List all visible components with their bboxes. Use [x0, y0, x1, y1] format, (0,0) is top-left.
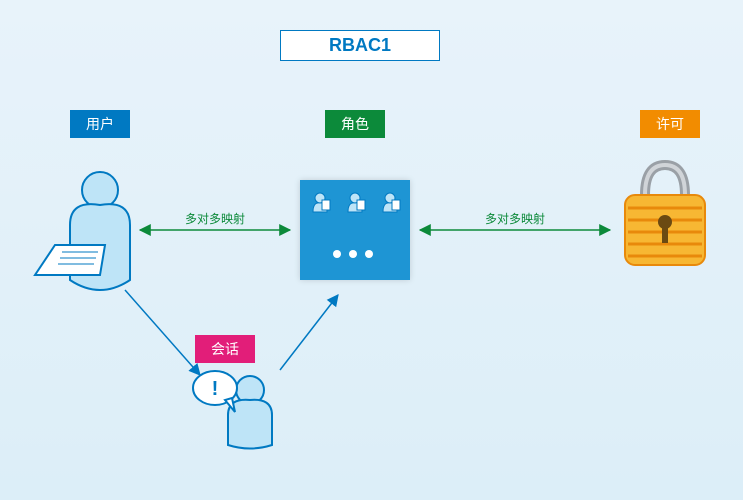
session-label: 会话: [195, 335, 255, 363]
role-label: 角色: [325, 110, 385, 138]
user-label: 用户: [70, 110, 130, 138]
edge-label-role-perm: 多对多映射: [485, 210, 545, 227]
session-icon: !: [193, 371, 272, 449]
roles-box: [300, 180, 410, 280]
user-icon: [35, 172, 130, 290]
permission-label: 许可: [640, 110, 700, 138]
ellipsis-icon: [333, 250, 373, 258]
svg-text:!: !: [212, 378, 219, 400]
edge-label-user-role: 多对多映射: [185, 210, 245, 227]
diagram-title: RBAC1: [280, 30, 440, 61]
lock-icon: [625, 165, 705, 265]
